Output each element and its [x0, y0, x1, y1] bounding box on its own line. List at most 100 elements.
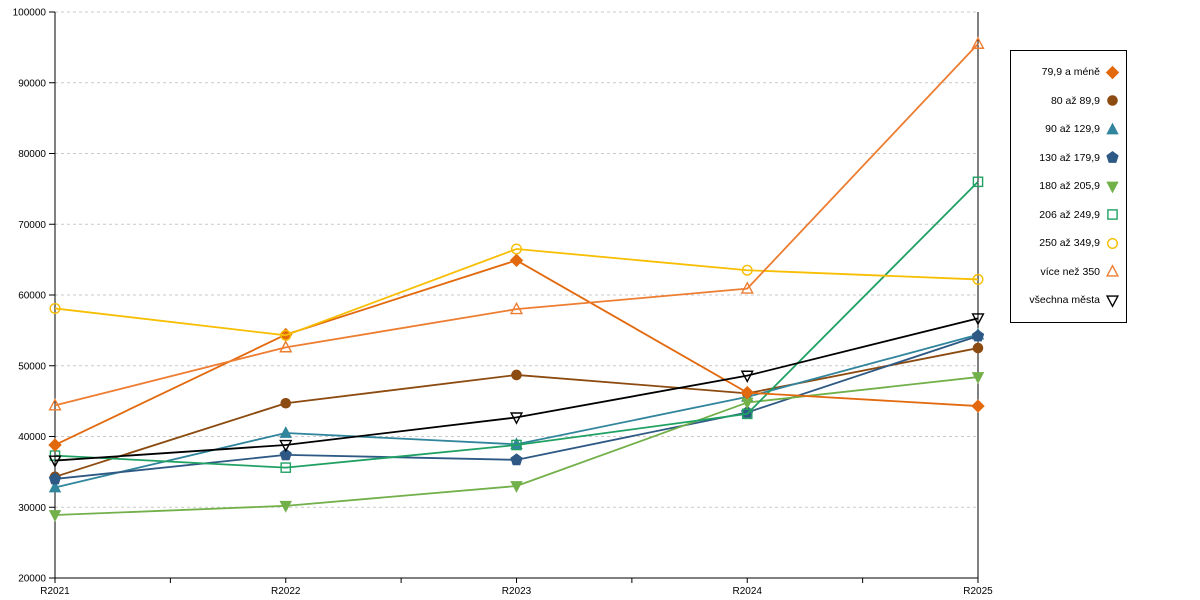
y-tick-label: 80000: [18, 149, 46, 160]
series-180-a-205-9: [48, 372, 985, 522]
y-tick-label: 70000: [18, 220, 46, 231]
legend-label: všechna města: [1029, 294, 1100, 307]
hollow-triangle-down-marker-icon: [1105, 295, 1120, 308]
hollow-circle-marker-icon: [511, 243, 523, 255]
pentagon-marker-icon: [510, 453, 523, 466]
y-tick-label: 60000: [18, 291, 46, 302]
triangle-up-marker-icon: [48, 480, 62, 493]
hollow-circle-marker-icon: [741, 264, 753, 276]
series-line: [54, 317, 979, 462]
hollow-square-marker-icon: [280, 462, 292, 473]
legend-marker: [1107, 209, 1118, 221]
series-v-echna-m-sta: [48, 313, 985, 468]
hollow-triangle-down-marker-icon: [48, 455, 62, 468]
legend-label: 250 až 349,9: [1039, 237, 1100, 250]
series-line: [54, 248, 979, 337]
legend-item-206-a-249-9[interactable]: 206 až 249,9: [1013, 201, 1120, 230]
pentagon-marker-icon: [48, 472, 62, 485]
y-tick-label: 40000: [18, 432, 46, 443]
legend-label: 80 až 89,9: [1050, 94, 1100, 107]
y-tick-label: 30000: [18, 503, 46, 514]
y-tick-label: 100000: [13, 8, 47, 19]
hollow-triangle-down-marker-icon: [971, 313, 985, 326]
x-tick-label: R2025: [963, 586, 993, 597]
triangle-down-marker-icon: [971, 372, 985, 384]
hollow-triangle-down-marker-icon: [740, 370, 754, 383]
legend-marker: [1105, 295, 1120, 308]
diamond-marker-icon: [971, 399, 985, 413]
hollow-square-marker-icon: [1107, 209, 1118, 221]
legend-marker: [1106, 151, 1119, 164]
triangle-up-marker-icon: [279, 426, 292, 438]
triangle-down-marker-icon: [279, 500, 292, 513]
diamond-marker-icon: [1105, 65, 1120, 79]
legend-item-90-a-129-9[interactable]: 90 až 129,9: [1013, 115, 1120, 144]
diamond-marker-icon: [509, 253, 524, 268]
hollow-triangle-up-marker-icon: [48, 398, 62, 411]
hollow-triangle-down-marker-icon: [509, 412, 524, 425]
y-tick-label: 90000: [18, 78, 46, 89]
pentagon-marker-icon: [971, 329, 985, 342]
triangle-up-marker-icon: [1106, 122, 1119, 135]
pentagon-marker-icon: [279, 448, 292, 461]
hollow-square-marker-icon: [741, 408, 753, 420]
legend-marker: [1105, 65, 1120, 79]
diamond-marker-icon: [740, 385, 754, 400]
legend-item-79-9-a-m-n[interactable]: 79,9 a méně: [1013, 58, 1120, 87]
circle-marker-icon: [972, 342, 984, 354]
circle-marker-icon: [511, 369, 522, 381]
y-tick-label: 20000: [18, 574, 46, 585]
hollow-triangle-up-marker-icon: [740, 281, 754, 294]
legend-marker: [1107, 95, 1118, 107]
series-250-a-349-9: [49, 243, 984, 341]
chart-legend: 79,9 a méně 80 až 89,9 90 až 129,9 130 až 1…: [1010, 50, 1127, 323]
legend-marker: [1106, 237, 1119, 249]
legend-item-v-echna-m-sta[interactable]: všechna města: [1013, 286, 1120, 315]
legend-label: 90 až 129,9: [1045, 123, 1100, 136]
circle-marker-icon: [280, 397, 292, 409]
series-v-ce-ne-350: [48, 36, 985, 411]
hollow-circle-marker-icon: [49, 302, 61, 314]
hollow-circle-marker-icon: [1106, 237, 1119, 249]
legend-label: 79,9 a méně: [1041, 66, 1100, 79]
y-axis-ticks-labels: 20000 30000 40000 50000 60000 70000 80000 90000…: [13, 8, 55, 585]
hollow-square-marker-icon: [511, 439, 522, 451]
legend-label: více než 350: [1040, 265, 1100, 278]
hollow-triangle-up-marker-icon: [971, 36, 985, 49]
triangle-down-marker-icon: [510, 481, 523, 493]
legend-item-130-a-179-9[interactable]: 130 až 179,9: [1013, 144, 1120, 173]
legend-marker: [1106, 122, 1119, 135]
triangle-down-marker-icon: [48, 510, 62, 522]
legend-marker: [1105, 264, 1120, 277]
series-206-a-249-9: [49, 176, 984, 473]
hollow-circle-marker-icon: [972, 273, 984, 285]
legend-item-180-a-205-9[interactable]: 180 až 205,9: [1013, 172, 1120, 201]
hollow-triangle-down-marker-icon: [279, 439, 293, 453]
x-tick-label: R2022: [271, 586, 301, 597]
triangle-down-marker-icon: [1106, 181, 1119, 194]
x-tick-label: R2023: [502, 586, 532, 597]
series-79-9-a-m-n: [48, 253, 985, 452]
x-tick-label: R2021: [40, 586, 70, 597]
series-130-a-179-9: [48, 329, 985, 485]
y-gridlines: [55, 11, 978, 508]
hollow-square-marker-icon: [972, 176, 984, 188]
circle-marker-icon: [1107, 95, 1118, 107]
legend-label: 206 až 249,9: [1039, 208, 1100, 221]
y-tick-label: 50000: [18, 361, 46, 372]
diamond-marker-icon: [48, 438, 62, 452]
legend-item-v-ce-ne-350[interactable]: více než 350: [1013, 258, 1120, 287]
x-axis-ticks-labels: R2021 R2022 R2023 R2024 R2025: [40, 578, 993, 597]
legend-marker: [1106, 181, 1119, 194]
legend-item-80-a-89-9[interactable]: 80 až 89,9: [1013, 87, 1120, 116]
hollow-triangle-up-marker-icon: [1105, 264, 1120, 277]
legend-item-250-a-349-9[interactable]: 250 až 349,9: [1013, 229, 1120, 258]
series-90-a-129-9: [48, 327, 985, 493]
hollow-triangle-up-marker-icon: [279, 340, 293, 353]
hollow-triangle-up-marker-icon: [509, 301, 524, 315]
legend-label: 130 až 179,9: [1039, 151, 1100, 164]
legend-label: 180 až 205,9: [1039, 180, 1100, 193]
series-line: [54, 43, 979, 407]
